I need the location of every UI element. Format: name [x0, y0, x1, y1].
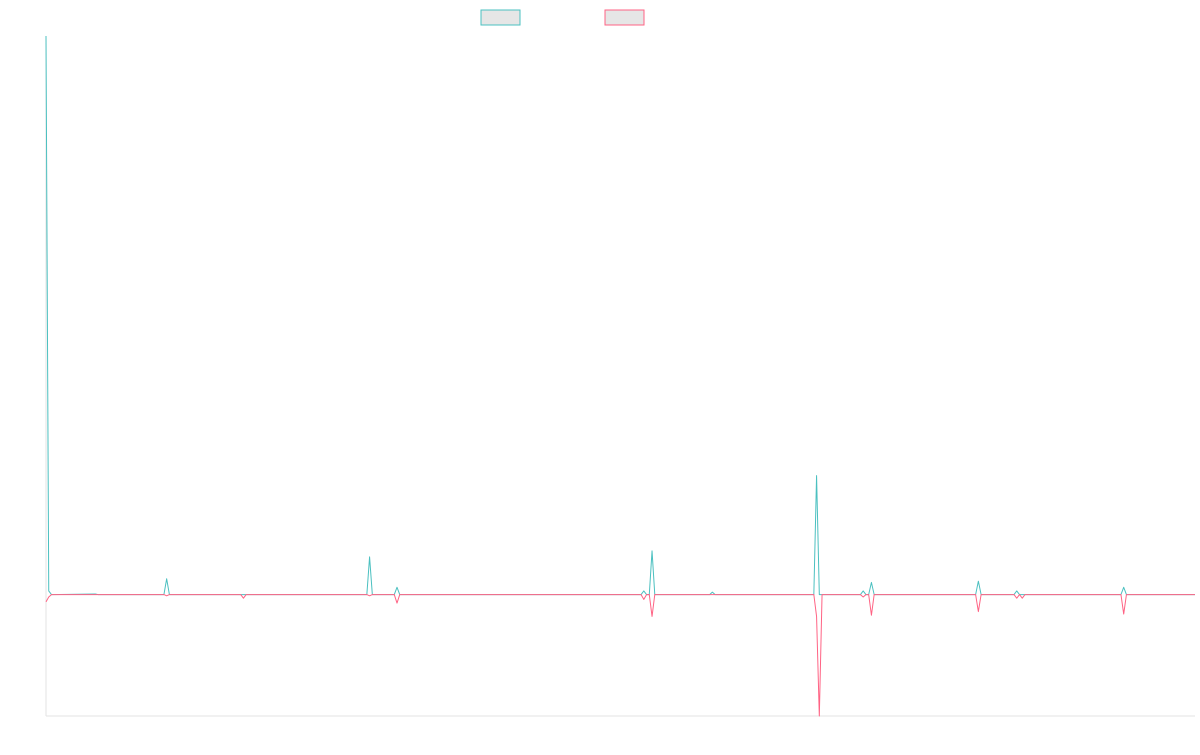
- axes: [45, 36, 1195, 717]
- legend-swatch-2[interactable]: [604, 9, 645, 26]
- legend-swatch-1[interactable]: [480, 9, 521, 26]
- legend[interactable]: [480, 9, 645, 26]
- series-layer: [45, 35, 1195, 717]
- series-line-1: [45, 35, 1195, 596]
- series-line-2: [45, 594, 1195, 717]
